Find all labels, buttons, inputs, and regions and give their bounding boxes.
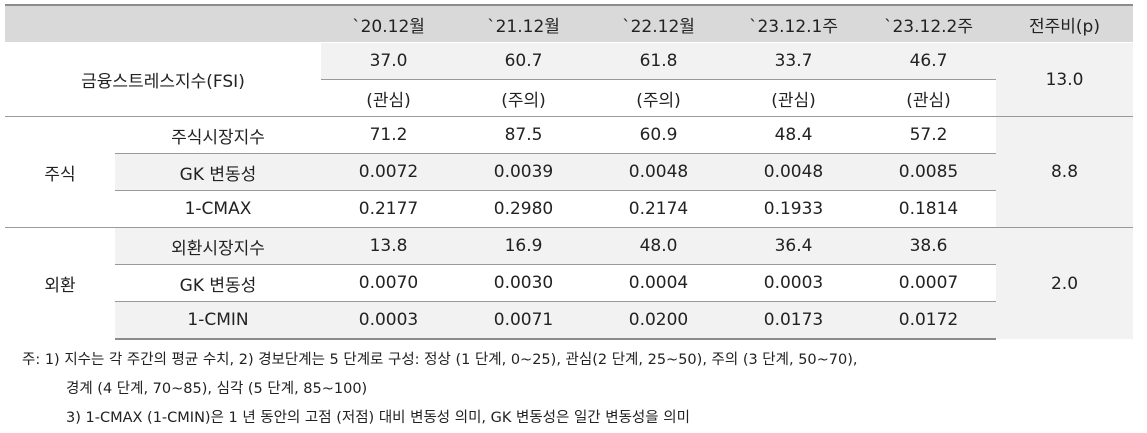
cell-value: 48.0 [591,227,726,265]
fsi-value: 60.7 [456,42,591,80]
cell-value: 36.4 [726,227,861,265]
table-row: 1-CMAX 0.2177 0.2980 0.2174 0.1933 0.181… [5,190,1133,228]
fsi-stage: (관심) [771,90,816,111]
fsi-value: 33.7 [726,42,861,80]
cell-value: 13.8 [321,227,456,265]
fsi-stage: (주의) [501,90,546,111]
fsi-value-row: 금융스트레스지수(FSI) 37.0 60.7 61.8 33.7 46.7 1… [5,42,1133,117]
fsi-stage: (관심) [906,90,951,111]
table-row: 외환 외환시장지수 13.8 16.9 48.0 36.4 38.6 2.0 [5,227,1133,339]
cell-value: 16.9 [456,227,591,265]
note-line: 경계 (4 단계, 70~85), 심각 (5 단계, 85~100) [66,381,368,397]
stock-change: 8.8 [996,116,1133,228]
cell-value: 0.0072 [321,153,456,191]
cell-value: 38.6 [861,227,996,265]
cell-value: 0.0039 [456,153,591,191]
header-row: `20.12월 `21.12월 `22.12월 `23.12.1주 `23.12… [5,4,1133,43]
header-period: `23.12.2주 [861,4,996,43]
note-line: 주: 1) 지수는 각 주간의 평균 수치, 2) 경보단계는 5 단계로 구성… [22,352,858,368]
row-label: GK 변동성 [115,264,321,302]
cell-value: 48.4 [726,116,861,154]
header-period: `23.12.1주 [726,4,861,43]
fsi-value: 37.0 [321,42,456,80]
fsi-stage: (관심) [366,90,411,111]
cell-value: 57.2 [861,116,996,154]
cell-value: 0.0003 [726,264,861,302]
cell-value: 87.5 [456,116,591,154]
header-period: `20.12월 [321,4,456,43]
cell-value: 71.2 [321,116,456,154]
stock-category: 주식 [5,116,115,228]
table-row: 1-CMIN 0.0003 0.0071 0.0200 0.0173 0.017… [5,301,1133,340]
cell-value: 0.2177 [358,199,419,219]
cell-value: 0.0200 [591,301,726,340]
cell-value: 0.0173 [726,301,861,340]
cell-value: 0.0172 [861,301,996,340]
cell-value: 0.0004 [591,264,726,302]
header-corner [5,4,321,43]
row-label: 1-CMIN [115,301,321,340]
cell-value: 0.0048 [726,153,861,191]
fsi-value: 46.7 [861,42,996,80]
row-label: 외환시장지수 [115,227,321,265]
cell-value: 0.0003 [321,301,456,340]
table-row: GK 변동성 0.0072 0.0039 0.0048 0.0048 0.008… [5,153,1133,191]
fx-change: 2.0 [996,227,1133,339]
fsi-stage-row: (관심) (주의) (주의) (관심) (관심) [5,80,1133,117]
fsi-value: 61.8 [591,42,726,80]
fsi-change: 13.0 [996,42,1133,117]
cell-value: 0.1933 [763,199,824,219]
row-label: 1-CMAX [115,190,321,228]
cell-value: 0.1814 [898,199,959,219]
cell-value: 0.0007 [861,264,996,302]
table-notes: 주: 1) 지수는 각 주간의 평균 수치, 2) 경보단계는 5 단계로 구성… [22,346,1147,433]
cell-value: 0.0030 [456,264,591,302]
cell-value: 60.9 [591,116,726,154]
fsi-label: 금융스트레스지수(FSI) [5,42,321,117]
row-label: 주식시장지수 [115,116,321,154]
table-row: 주식 주식시장지수 71.2 87.5 60.9 48.4 57.2 8.8 [5,116,1133,228]
header-period: `21.12월 [456,4,591,43]
table-row: GK 변동성 0.0070 0.0030 0.0004 0.0003 0.000… [5,264,1133,302]
cell-value: 0.0085 [861,153,996,191]
note-line: 3) 1-CMAX (1-CMIN)은 1 년 동안의 고점 (저점) 대비 변… [66,410,690,426]
cell-value: 0.0070 [321,264,456,302]
header-change: 전주비(p) [996,4,1133,43]
fsi-stage: (주의) [636,90,681,111]
cell-value: 0.0071 [456,301,591,340]
cell-value: 0.2980 [493,199,554,219]
fx-category: 외환 [5,227,115,339]
cell-value: 0.0048 [591,153,726,191]
header-period: `22.12월 [591,4,726,43]
cell-value: 0.2174 [628,199,689,219]
row-label: GK 변동성 [115,153,321,191]
financial-stress-table: `20.12월 `21.12월 `22.12월 `23.12.1주 `23.12… [5,4,1133,340]
